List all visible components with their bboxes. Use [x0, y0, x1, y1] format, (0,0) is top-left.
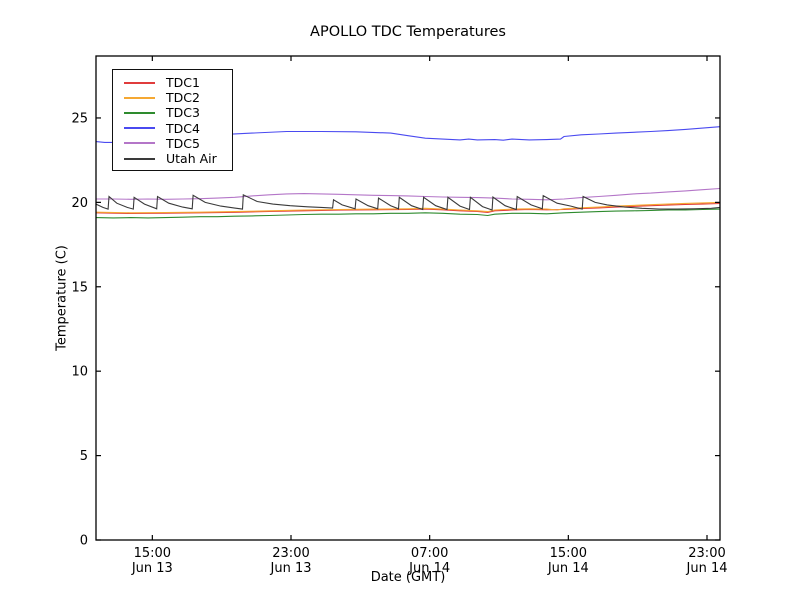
x-axis-label: Date (GMT)	[370, 570, 446, 585]
x-tick-label-date: Jun 13	[270, 561, 312, 576]
series-line-tdc3	[95, 208, 721, 219]
y-tick-label: 25	[71, 111, 88, 126]
x-tick-label-date: Jun 14	[686, 561, 728, 576]
legend-label: TDC5	[166, 135, 200, 151]
chart-title: APOLLO TDC Temperatures	[310, 24, 506, 40]
legend-label: TDC3	[166, 105, 200, 121]
y-tick-label: 0	[80, 534, 88, 549]
legend-label: TDC2	[166, 90, 200, 106]
x-tick-label-date: Jun 14	[408, 561, 450, 576]
legend-line-swatch	[124, 142, 155, 145]
x-tick-label-time: 23:00	[272, 546, 309, 561]
legend-item-tdc2: TDC2	[113, 90, 232, 105]
legend-item-utah-air: Utah Air	[113, 151, 232, 166]
legend-line-swatch	[124, 96, 155, 99]
legend-label: Utah Air	[166, 151, 217, 167]
plot-frame	[95, 55, 721, 541]
x-tick-label-time: 15:00	[550, 546, 587, 561]
y-tick-label: 15	[71, 280, 88, 295]
y-tick-label: 5	[80, 449, 88, 464]
legend-item-tdc5: TDC5	[113, 136, 232, 151]
x-tick-label-time: 07:00	[411, 546, 448, 561]
y-tick-label: 20	[71, 196, 88, 211]
x-tick-label-date: Jun 14	[547, 561, 589, 576]
series-line-tdc2	[95, 201, 721, 214]
legend-line-swatch	[124, 81, 155, 84]
y-axis-label: Temperature (C)	[54, 245, 70, 351]
legend-item-tdc4: TDC4	[113, 121, 232, 136]
x-tick-label-time: 23:00	[688, 546, 725, 561]
series-line-utah-air	[95, 193, 721, 211]
series-line-tdc1	[95, 202, 721, 215]
legend-box: TDC1 TDC2 TDC3 TDC4 TDC5 Utah Air	[112, 69, 233, 172]
series-line-tdc5	[96, 187, 721, 201]
legend-item-tdc3: TDC3	[113, 105, 232, 120]
legend-line-swatch	[124, 111, 155, 114]
legend-item-tdc1: TDC1	[113, 75, 232, 90]
legend-label: TDC4	[166, 120, 200, 136]
x-tick-label-date: Jun 13	[131, 561, 173, 576]
legend-line-swatch	[124, 127, 155, 130]
legend-label: TDC1	[166, 75, 200, 91]
legend-line-swatch	[124, 157, 155, 160]
y-tick-label: 10	[71, 365, 88, 380]
x-tick-label-time: 15:00	[134, 546, 171, 561]
